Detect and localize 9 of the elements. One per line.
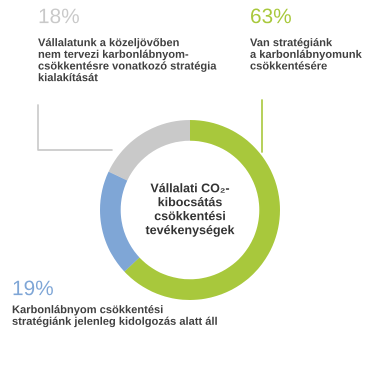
data-label: 19% <box>14 280 53 296</box>
donut-slice <box>100 172 140 272</box>
data-label: 63% <box>251 8 291 24</box>
slice-label: Karbonlábnyom csökkentési stratégiánk jelenleg kidolgozás alatt áll <box>12 305 217 328</box>
slice-label: Van stratégiánk a karbonlábnyomunk csökkentésére <box>250 38 362 70</box>
text: Vállalati CO₂- kibocsátás csökkentési tevékenységek <box>146 183 234 237</box>
slice-label: Vállalatunk a közeljövőben nem tervezi karbonlábnyom- csökkentésre vonatkozó stratégia kialakítását <box>38 38 217 82</box>
donut-slice <box>108 120 190 180</box>
donut-slice <box>124 120 280 300</box>
